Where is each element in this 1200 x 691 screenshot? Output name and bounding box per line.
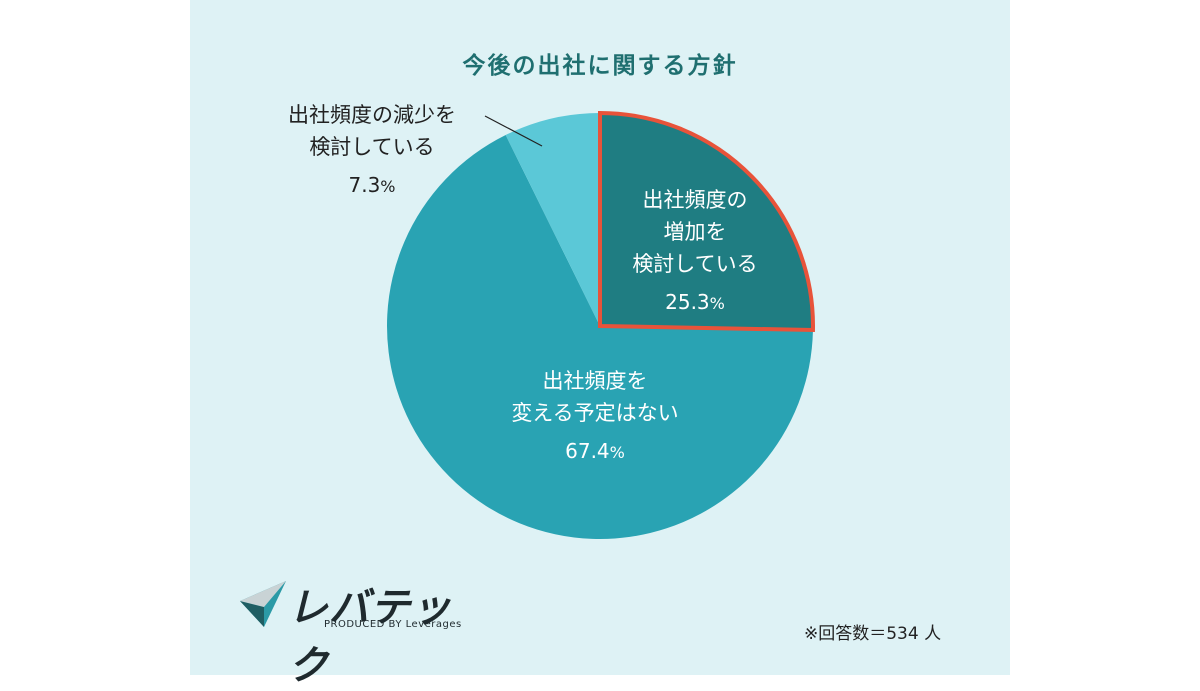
slice-value-0: 25.3% xyxy=(665,290,725,314)
slice-label-1-line-0: 出社頻度を xyxy=(543,369,648,393)
pie-chart: 出社頻度の増加を検討している25.3%出社頻度を変える予定はない67.4%出社頻… xyxy=(288,103,815,540)
slice-label-1-line-1: 変える予定はない xyxy=(511,401,678,425)
leader-line xyxy=(484,115,543,147)
slice-value-1: 67.4% xyxy=(565,439,625,463)
slice-label-0-line-1: 増加を xyxy=(664,220,727,244)
chart-panel: 今後の出社に関する方針 出社頻度の 増加を 検討している 25.3% 出社頻度を 変える予… xyxy=(190,0,1010,689)
slice-label-0-line-2: 検討している xyxy=(632,252,757,276)
slice-value-2: 7.3% xyxy=(348,173,395,197)
response-count-note: ※回答数＝534 人 xyxy=(804,624,942,644)
slice-label-0-line-0: 出社頻度の xyxy=(643,188,748,212)
pie-slice-1 xyxy=(387,135,813,540)
pie-slice-0-highlighted xyxy=(598,110,815,333)
chart-title: 今後の出社に関する方針 xyxy=(462,53,738,79)
logo-text: レバテック xyxy=(288,585,452,689)
slice-label-2-line-0: 出社頻度の減少を xyxy=(288,103,456,127)
logo-tagline: PRODUCED BY Leverages xyxy=(324,619,462,630)
slice-label-2-line-1: 検討している xyxy=(309,135,434,159)
logo-mark-icon xyxy=(240,581,286,627)
levtech-logo: レバテック PRODUCED BY Leverages xyxy=(238,575,468,689)
pie-slice-2 xyxy=(505,113,600,326)
